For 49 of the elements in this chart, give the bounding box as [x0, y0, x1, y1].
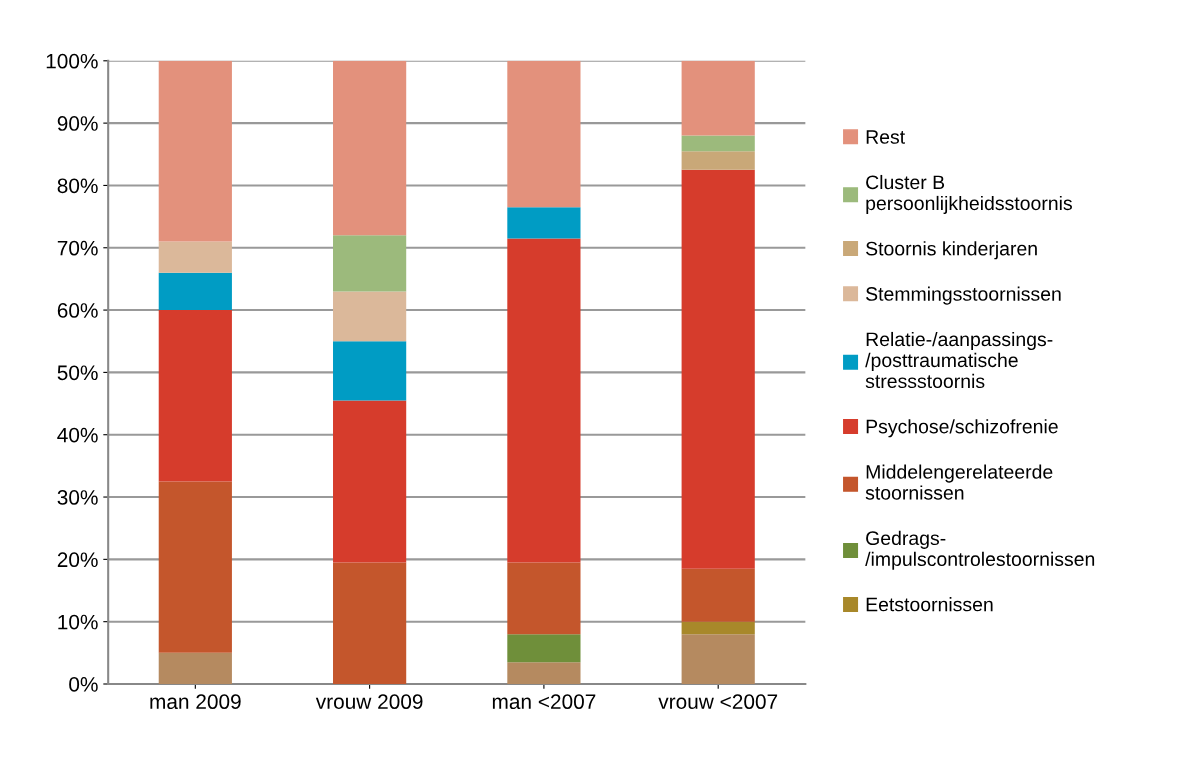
legend-label: Eetstoornissen [866, 597, 993, 612]
bar [158, 272, 232, 311]
bar [158, 481, 232, 653]
bar [681, 151, 755, 170]
y-tick-label: 50% [57, 365, 98, 381]
legend-label: Stoornis kinderjaren [866, 241, 1037, 260]
bar [507, 634, 581, 663]
legend-label: Relatie-/aanpassings-/posttraumatische stressstoornis [865, 331, 1053, 389]
bar [158, 60, 232, 242]
bar [507, 60, 581, 208]
bar [507, 562, 581, 635]
bar [681, 169, 755, 569]
y-tick-label: 90% [57, 116, 98, 131]
y-tick-label: 70% [57, 240, 98, 256]
bar [158, 652, 232, 684]
bar [333, 235, 407, 292]
legend-label: Gedrags-/impulscontrolestoornissen [865, 530, 1095, 570]
bar [333, 341, 407, 401]
legend-label: Rest [866, 130, 905, 144]
x-tick-label: man 2009 [150, 694, 241, 710]
bar [333, 400, 407, 563]
bar [681, 568, 755, 622]
bar [507, 238, 581, 563]
y-tick-label: 80% [57, 178, 98, 194]
bar [681, 60, 755, 136]
y-tick-label: 0% [69, 677, 98, 692]
y-tick-label: 40% [57, 427, 98, 443]
legend-label: Stemmingsstoornissen [866, 286, 1061, 305]
y-tick-label: 100% [46, 53, 98, 69]
bar [158, 310, 232, 482]
bar [507, 207, 581, 239]
bar [333, 562, 407, 684]
bar [333, 60, 407, 236]
bar [681, 621, 755, 635]
y-tick-label: 30% [57, 490, 98, 505]
bar [333, 291, 407, 342]
x-tick-label: man <2007 [492, 694, 596, 710]
bar [507, 662, 581, 684]
x-tick-label: vrouw 2009 [315, 694, 423, 710]
bar [681, 135, 755, 152]
x-tick-label: vrouw <2007 [658, 694, 778, 710]
legend-label: Psychose/schizofrenie [866, 419, 1058, 438]
legend-label: Cluster B persoonlijkheidsstoornis [866, 174, 1072, 214]
y-tick-label: 60% [57, 303, 98, 318]
y-tick-label: 20% [57, 552, 98, 568]
bar [681, 634, 755, 684]
y-tick-label: 10% [58, 614, 98, 630]
legend-label: Middelengerelateerde stoornissen [865, 464, 1053, 500]
bar [158, 241, 232, 273]
